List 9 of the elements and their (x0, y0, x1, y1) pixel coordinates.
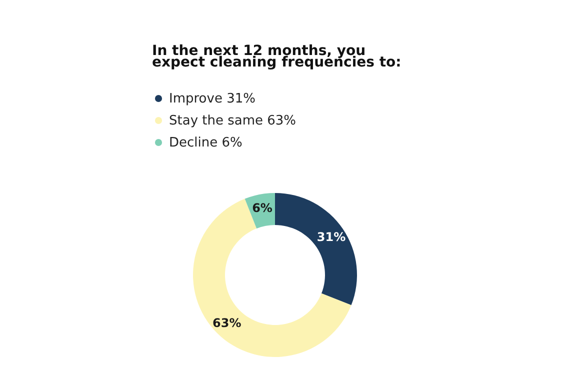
legend-label: Decline 6% (169, 136, 242, 150)
donut-slice (275, 193, 357, 306)
data-label: 6% (252, 201, 272, 216)
donut-slice (193, 198, 352, 357)
legend-label: Improve 31% (169, 92, 256, 106)
chart-title: In the next 12 months, you expect cleaning frequencies to: (152, 42, 402, 70)
data-label: 31% (316, 230, 346, 244)
legend-label: Stay the same 63% (169, 114, 296, 128)
data-label: 63% (212, 316, 242, 330)
